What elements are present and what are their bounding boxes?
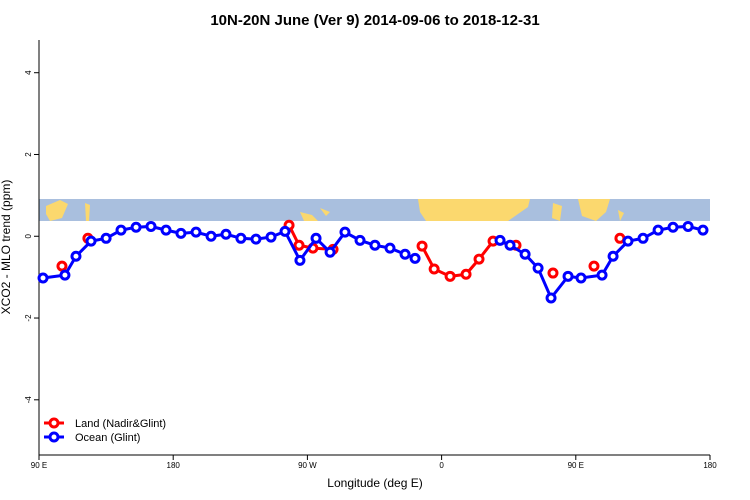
x-tick-label: 180 bbox=[703, 461, 717, 470]
point bbox=[575, 272, 587, 284]
x-tick-label: 0 bbox=[439, 461, 444, 470]
point bbox=[504, 239, 516, 251]
x-tick-label: 90 E bbox=[31, 461, 47, 470]
point bbox=[175, 227, 187, 239]
point bbox=[473, 253, 485, 265]
point bbox=[547, 267, 559, 279]
point bbox=[354, 234, 366, 246]
point bbox=[294, 254, 306, 266]
series-line bbox=[289, 225, 620, 276]
y-tick-label: -4 bbox=[24, 396, 33, 404]
y-tick-label: 2 bbox=[24, 152, 33, 157]
map-strip bbox=[39, 199, 710, 221]
point bbox=[130, 221, 142, 233]
point bbox=[235, 232, 247, 244]
point bbox=[545, 292, 557, 304]
x-axis-label: Longitude (deg E) bbox=[327, 476, 422, 490]
chart-title: 10N-20N June (Ver 9) 2014-09-06 to 2018-… bbox=[210, 12, 539, 29]
y-tick-label: 4 bbox=[24, 70, 33, 75]
x-tick-label: 90 W bbox=[298, 461, 317, 470]
point bbox=[697, 224, 709, 236]
point bbox=[494, 234, 506, 246]
point bbox=[59, 269, 71, 281]
point bbox=[399, 248, 411, 260]
point bbox=[100, 232, 112, 244]
point bbox=[205, 230, 217, 242]
point bbox=[667, 221, 679, 233]
legend-label: Ocean (Glint) bbox=[75, 432, 140, 444]
legend-label: Land (Nadir&Glint) bbox=[75, 418, 166, 430]
y-tick-label: 0 bbox=[24, 233, 33, 238]
point bbox=[145, 220, 157, 232]
point bbox=[265, 231, 277, 243]
point bbox=[310, 232, 322, 244]
point bbox=[279, 225, 291, 237]
point bbox=[85, 235, 97, 247]
point bbox=[293, 239, 305, 251]
point bbox=[416, 240, 428, 252]
point bbox=[444, 270, 456, 282]
point bbox=[384, 242, 396, 254]
point bbox=[652, 224, 664, 236]
point bbox=[369, 239, 381, 251]
point bbox=[409, 252, 421, 264]
series-line bbox=[42, 224, 704, 301]
point bbox=[519, 248, 531, 260]
point bbox=[637, 232, 649, 244]
y-axis-label: XCO2 - MLO trend (ppm) bbox=[0, 180, 13, 315]
point bbox=[596, 269, 608, 281]
point bbox=[324, 246, 336, 258]
point bbox=[250, 233, 262, 245]
point bbox=[607, 250, 619, 262]
point bbox=[160, 224, 172, 236]
point bbox=[460, 268, 472, 280]
legend-marker bbox=[48, 431, 60, 443]
point bbox=[339, 226, 351, 238]
x-tick-label: 90 E bbox=[568, 461, 584, 470]
point bbox=[70, 250, 82, 262]
y-tick-label: -2 bbox=[24, 314, 33, 322]
point bbox=[682, 220, 694, 232]
point bbox=[190, 226, 202, 238]
point bbox=[428, 263, 440, 275]
point bbox=[532, 262, 544, 274]
point bbox=[37, 272, 49, 284]
legend-marker bbox=[48, 417, 60, 429]
point bbox=[588, 260, 600, 272]
point bbox=[622, 235, 634, 247]
point bbox=[115, 224, 127, 236]
point bbox=[562, 270, 574, 282]
x-tick-label: 180 bbox=[167, 461, 181, 470]
point bbox=[220, 228, 232, 240]
point bbox=[56, 260, 68, 272]
